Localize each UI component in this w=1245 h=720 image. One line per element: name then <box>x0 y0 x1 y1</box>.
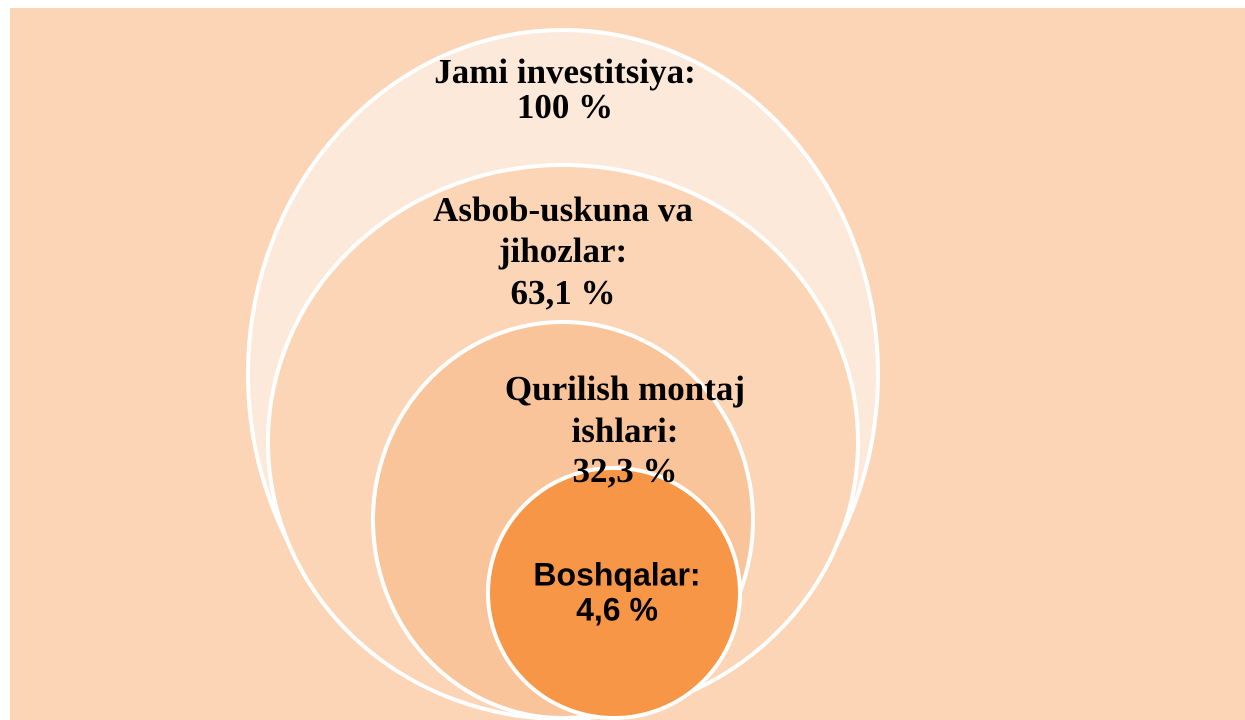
circle-other <box>486 466 742 720</box>
label: Qurilish montaj <box>505 369 745 408</box>
value-label: 4,6 % <box>576 591 658 627</box>
value-label: 100 % <box>517 87 613 126</box>
value-label: 63,1 % <box>511 273 616 312</box>
label: ishlari: <box>572 411 679 450</box>
label: Boshqalar: <box>533 556 700 592</box>
label: Jami investitsiya: <box>434 52 696 91</box>
value-label: 32,3 % <box>573 451 678 490</box>
label: Asbob-uskuna va <box>433 190 693 229</box>
label: jihozlar: <box>498 231 627 270</box>
